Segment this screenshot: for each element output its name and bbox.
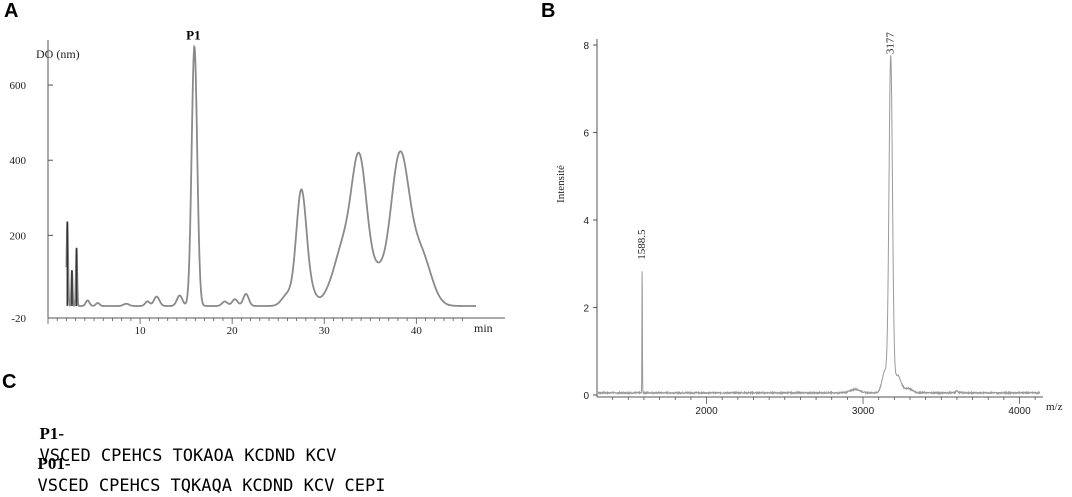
sequence-text: VSCED CPEHCS TQKAQA KCDND KCV CEPI <box>37 476 386 496</box>
y-tick-label-a: 200 <box>10 230 27 242</box>
x-tick-label-a: 10 <box>135 325 147 337</box>
chromatogram-trace <box>65 44 477 307</box>
y-tick-label-a: 600 <box>10 80 27 92</box>
sequence-row-p01: P01- VSCED CPEHCS TQKAQA KCDND KCV CEPI <box>28 431 386 497</box>
x-tick-label-a: 20 <box>227 325 239 337</box>
panel-label-b: B <box>541 0 556 22</box>
y-tick-label-b: 8 <box>583 41 589 52</box>
y-axis-title-b: Intensité <box>555 165 567 203</box>
y-tick-label-a: -20 <box>11 313 26 325</box>
peak-label: 1588.5 <box>636 229 648 260</box>
peak-annotation-p1: P1 <box>186 28 200 43</box>
x-tick-label-b: 4000 <box>1008 406 1031 417</box>
sequence-name: P1- <box>39 424 65 443</box>
spectrum-trace <box>596 55 1041 396</box>
x-tick-label-a: 40 <box>411 325 423 337</box>
panel-label-a: A <box>4 0 19 22</box>
panel-label-c: C <box>2 371 17 393</box>
y-tick-label-b: 2 <box>583 304 589 315</box>
chromatogram-chart: -20 200 400 600 10 20 30 40 DO (nm) min P1 <box>10 28 505 337</box>
x-tick-label-b: 2000 <box>695 406 718 417</box>
peak-label: 3177 <box>885 32 897 55</box>
y-tick-label-b: 0 <box>583 391 589 402</box>
x-tick-label-a: 30 <box>319 325 331 337</box>
x-axis-title-b: m/z <box>1046 401 1063 413</box>
x-tick-label-b: 3000 <box>852 406 875 417</box>
x-axis-title-a: min <box>474 321 493 335</box>
y-axis-title-a: DO (nm) <box>36 47 80 61</box>
y-tick-label-b: 4 <box>583 216 589 227</box>
y-tick-label-b: 6 <box>583 129 589 140</box>
mass-spectrum-chart: 0 2 4 6 8 2000 3000 4000 Intensité m/z 1588.5 3177 <box>555 32 1063 417</box>
y-tick-label-a: 400 <box>10 155 27 167</box>
